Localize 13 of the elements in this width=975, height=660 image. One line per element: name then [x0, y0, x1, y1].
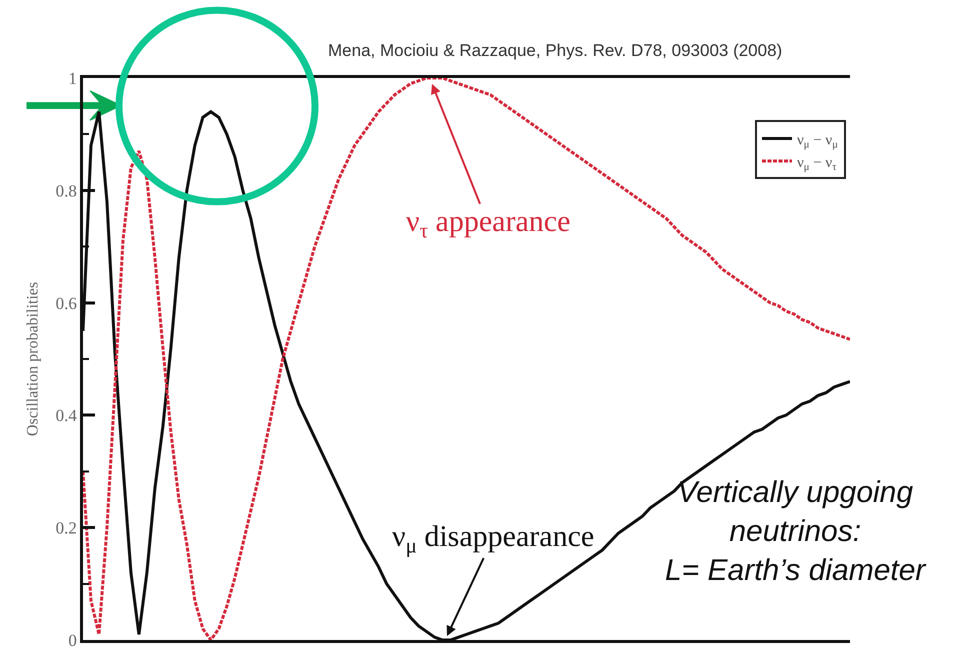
y-axis-title: Oscillation probabilities: [24, 282, 42, 436]
y-tick-label: 0: [68, 630, 77, 650]
legend-label: ν$_{μ}$ − ν$_{μ}$: [797, 132, 838, 150]
y-tick-label: 0.2: [56, 518, 77, 538]
text: Mena, Mocioiu & Razzaque, Phys. Rev. D78, 093003 (2008): [328, 41, 782, 60]
legend-label: ν$_{μ}$ − ν$_{τ}$: [797, 154, 836, 173]
y-tick-label: 1: [68, 68, 77, 88]
y-tick-label: 0.8: [56, 181, 77, 200]
y-tick-label: 0.4: [56, 406, 78, 426]
annotation: ν$_{τ}$ appearance: [406, 205, 570, 242]
annotation: Vertically upgoing neutrinos: L= Earth’s diameter: [665, 476, 926, 587]
y-tick-label: 0.6: [56, 294, 77, 313]
annotation: ν$_{μ}$ disappearance: [392, 520, 594, 558]
